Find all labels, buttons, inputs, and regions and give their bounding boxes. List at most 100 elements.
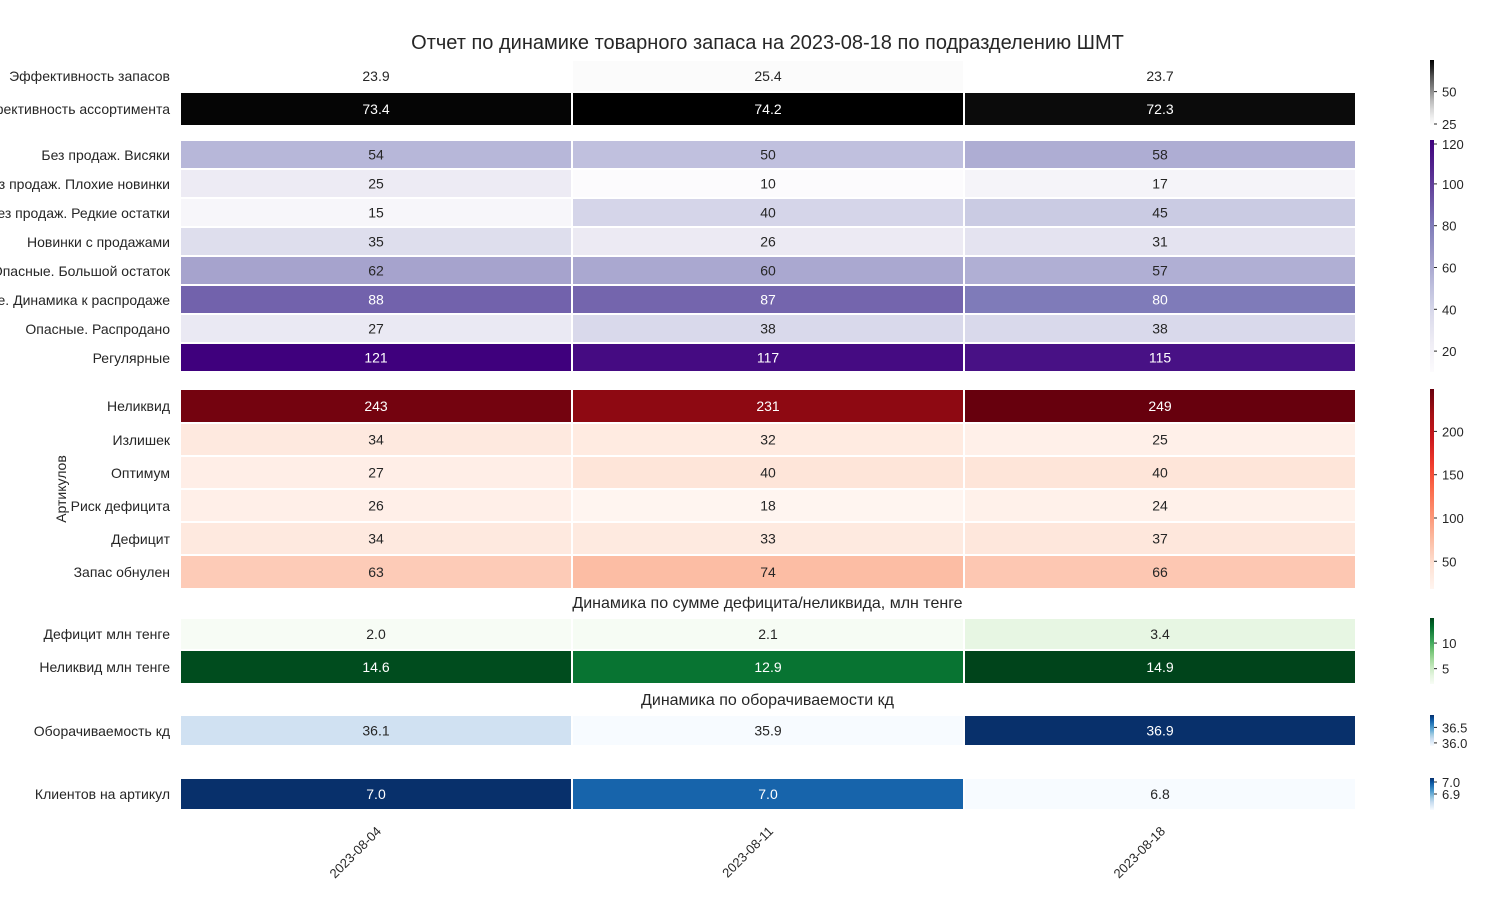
colorbar-tick-label: 100 <box>1442 511 1464 526</box>
cell-value-label: 27 <box>368 321 384 337</box>
row-label: Оптимум <box>111 464 170 481</box>
heatmap-cell <box>963 422 1357 457</box>
cell-value-label: 7.0 <box>758 786 778 802</box>
heatmap-cell <box>963 714 1357 747</box>
colorbar-tick-label: 6.9 <box>1442 787 1460 802</box>
heatmap-cell <box>963 488 1357 523</box>
heatmap-cell <box>963 455 1357 490</box>
colorbar-tick-label: 50 <box>1442 554 1456 569</box>
heatmap-cell <box>179 422 573 457</box>
colorbar-efficiency <box>1430 60 1434 126</box>
cell-value-label: 26 <box>368 498 384 514</box>
cell-value-label: 58 <box>1152 147 1168 163</box>
cell-value-label: 32 <box>760 432 776 448</box>
cell-value-label: 117 <box>757 350 780 366</box>
cell-value-label: 74.2 <box>754 101 781 117</box>
heatmap-cell <box>963 226 1357 257</box>
heatmap-cell <box>963 197 1357 228</box>
cell-value-label: 40 <box>1152 465 1168 481</box>
row-label: Без продаж. Висяки <box>41 146 170 163</box>
cell-value-label: 33 <box>760 531 776 547</box>
heatmap-cell <box>571 342 965 373</box>
colorbar-tick-label: 80 <box>1442 219 1456 234</box>
cell-value-label: 35 <box>368 234 384 250</box>
row-label: Без продаж. Редкие остатки <box>0 204 170 221</box>
chart-title: Отчет по динамике товарного запаса на 20… <box>411 32 1124 54</box>
heatmap-cell <box>571 777 965 811</box>
colorbar-clients <box>1430 778 1434 810</box>
x-tick-label: 2023-08-18 <box>1110 824 1168 882</box>
cell-value-label: 249 <box>1148 398 1172 414</box>
heatmap-cell <box>963 388 1357 424</box>
cell-value-label: 50 <box>760 147 776 163</box>
cell-value-label: 72.3 <box>1146 101 1173 117</box>
colorbar-tick-label: 36.0 <box>1442 736 1467 751</box>
colorbar-tick-label: 200 <box>1442 424 1464 439</box>
cell-value-label: 14.9 <box>1146 659 1173 675</box>
cell-value-label: 10 <box>760 176 776 192</box>
row-label: Запас обнулен <box>73 564 170 580</box>
heatmap-cell <box>571 617 965 651</box>
row-label: Риск дефицита <box>70 497 170 514</box>
row-label: Эффективность ассортимента <box>0 101 170 117</box>
colorbar-tick-label: 100 <box>1442 177 1464 192</box>
cell-value-label: 31 <box>1152 234 1168 250</box>
colorbar-categories <box>1430 140 1434 372</box>
cell-value-label: 37 <box>1152 531 1168 547</box>
row-label: Излишек <box>112 431 170 448</box>
cell-value-label: 2.1 <box>758 626 778 642</box>
heatmap-cell <box>963 777 1357 811</box>
cell-value-label: 35.9 <box>754 723 781 739</box>
heatmap-cell <box>179 777 573 811</box>
cell-value-label: 62 <box>368 263 384 279</box>
colorbar-tick-label: 50 <box>1442 85 1456 100</box>
money-subtitle: Динамика по сумме дефицита/неликвида, мл… <box>572 595 963 612</box>
row-label: Оборачиваемость кд <box>33 722 170 739</box>
cell-value-label: 25.4 <box>754 68 781 84</box>
row-label: Опасные. Распродано <box>25 320 170 337</box>
colorbar-tick-label: 20 <box>1442 344 1456 359</box>
cell-value-label: 231 <box>756 398 780 414</box>
cell-value-label: 36.9 <box>1146 723 1173 739</box>
cell-value-label: 80 <box>1152 292 1168 308</box>
cell-value-label: 34 <box>368 531 384 547</box>
cell-value-label: 73.4 <box>362 101 389 117</box>
row-label: Регулярные <box>92 349 170 366</box>
heatmap-cell <box>571 197 965 228</box>
colorbar-tick-label: 150 <box>1442 468 1464 483</box>
cell-value-label: 36.1 <box>362 723 389 739</box>
row-label: Опасные. Динамика к распродаже <box>0 291 170 308</box>
heatmap-cell <box>963 649 1357 685</box>
heatmap-cell <box>571 284 965 315</box>
heatmap-cell <box>179 255 573 286</box>
row-label: Дефицит <box>111 530 170 547</box>
x-tick-label: 2023-08-04 <box>326 824 384 882</box>
row-label: Клиентов на артикул <box>34 786 170 802</box>
row-label: Новинки с продажами <box>26 233 170 250</box>
cell-value-label: 15 <box>368 205 384 221</box>
cell-value-label: 25 <box>1152 432 1168 448</box>
turnover-subtitle: Динамика по оборачиваемости кд <box>641 692 894 709</box>
cell-value-label: 74 <box>760 564 776 580</box>
cell-value-label: 87 <box>760 292 776 308</box>
colorbar-tick-label: 5 <box>1442 662 1449 677</box>
cell-value-label: 23.9 <box>362 68 389 84</box>
cell-value-label: 2.0 <box>366 626 386 642</box>
heatmap-cell <box>571 521 965 556</box>
colorbar-tick-label: 36.5 <box>1442 720 1467 735</box>
colorbar-tick-label: 7.0 <box>1442 775 1460 790</box>
colorbar-turnover <box>1430 715 1434 746</box>
cell-value-label: 63 <box>368 564 384 580</box>
cell-value-label: 14.6 <box>362 659 389 675</box>
heatmap-cell <box>963 554 1357 590</box>
cell-value-label: 3.4 <box>1150 626 1170 642</box>
heatmap-cell <box>963 342 1357 373</box>
cell-value-label: 12.9 <box>754 659 781 675</box>
heatmap-cell <box>571 226 965 257</box>
cell-value-label: 23.7 <box>1146 68 1173 84</box>
row-label: Дефицит млн тенге <box>43 626 170 642</box>
cell-value-label: 38 <box>760 321 776 337</box>
heatmap-cell <box>963 617 1357 651</box>
colorbar-money <box>1430 618 1434 684</box>
